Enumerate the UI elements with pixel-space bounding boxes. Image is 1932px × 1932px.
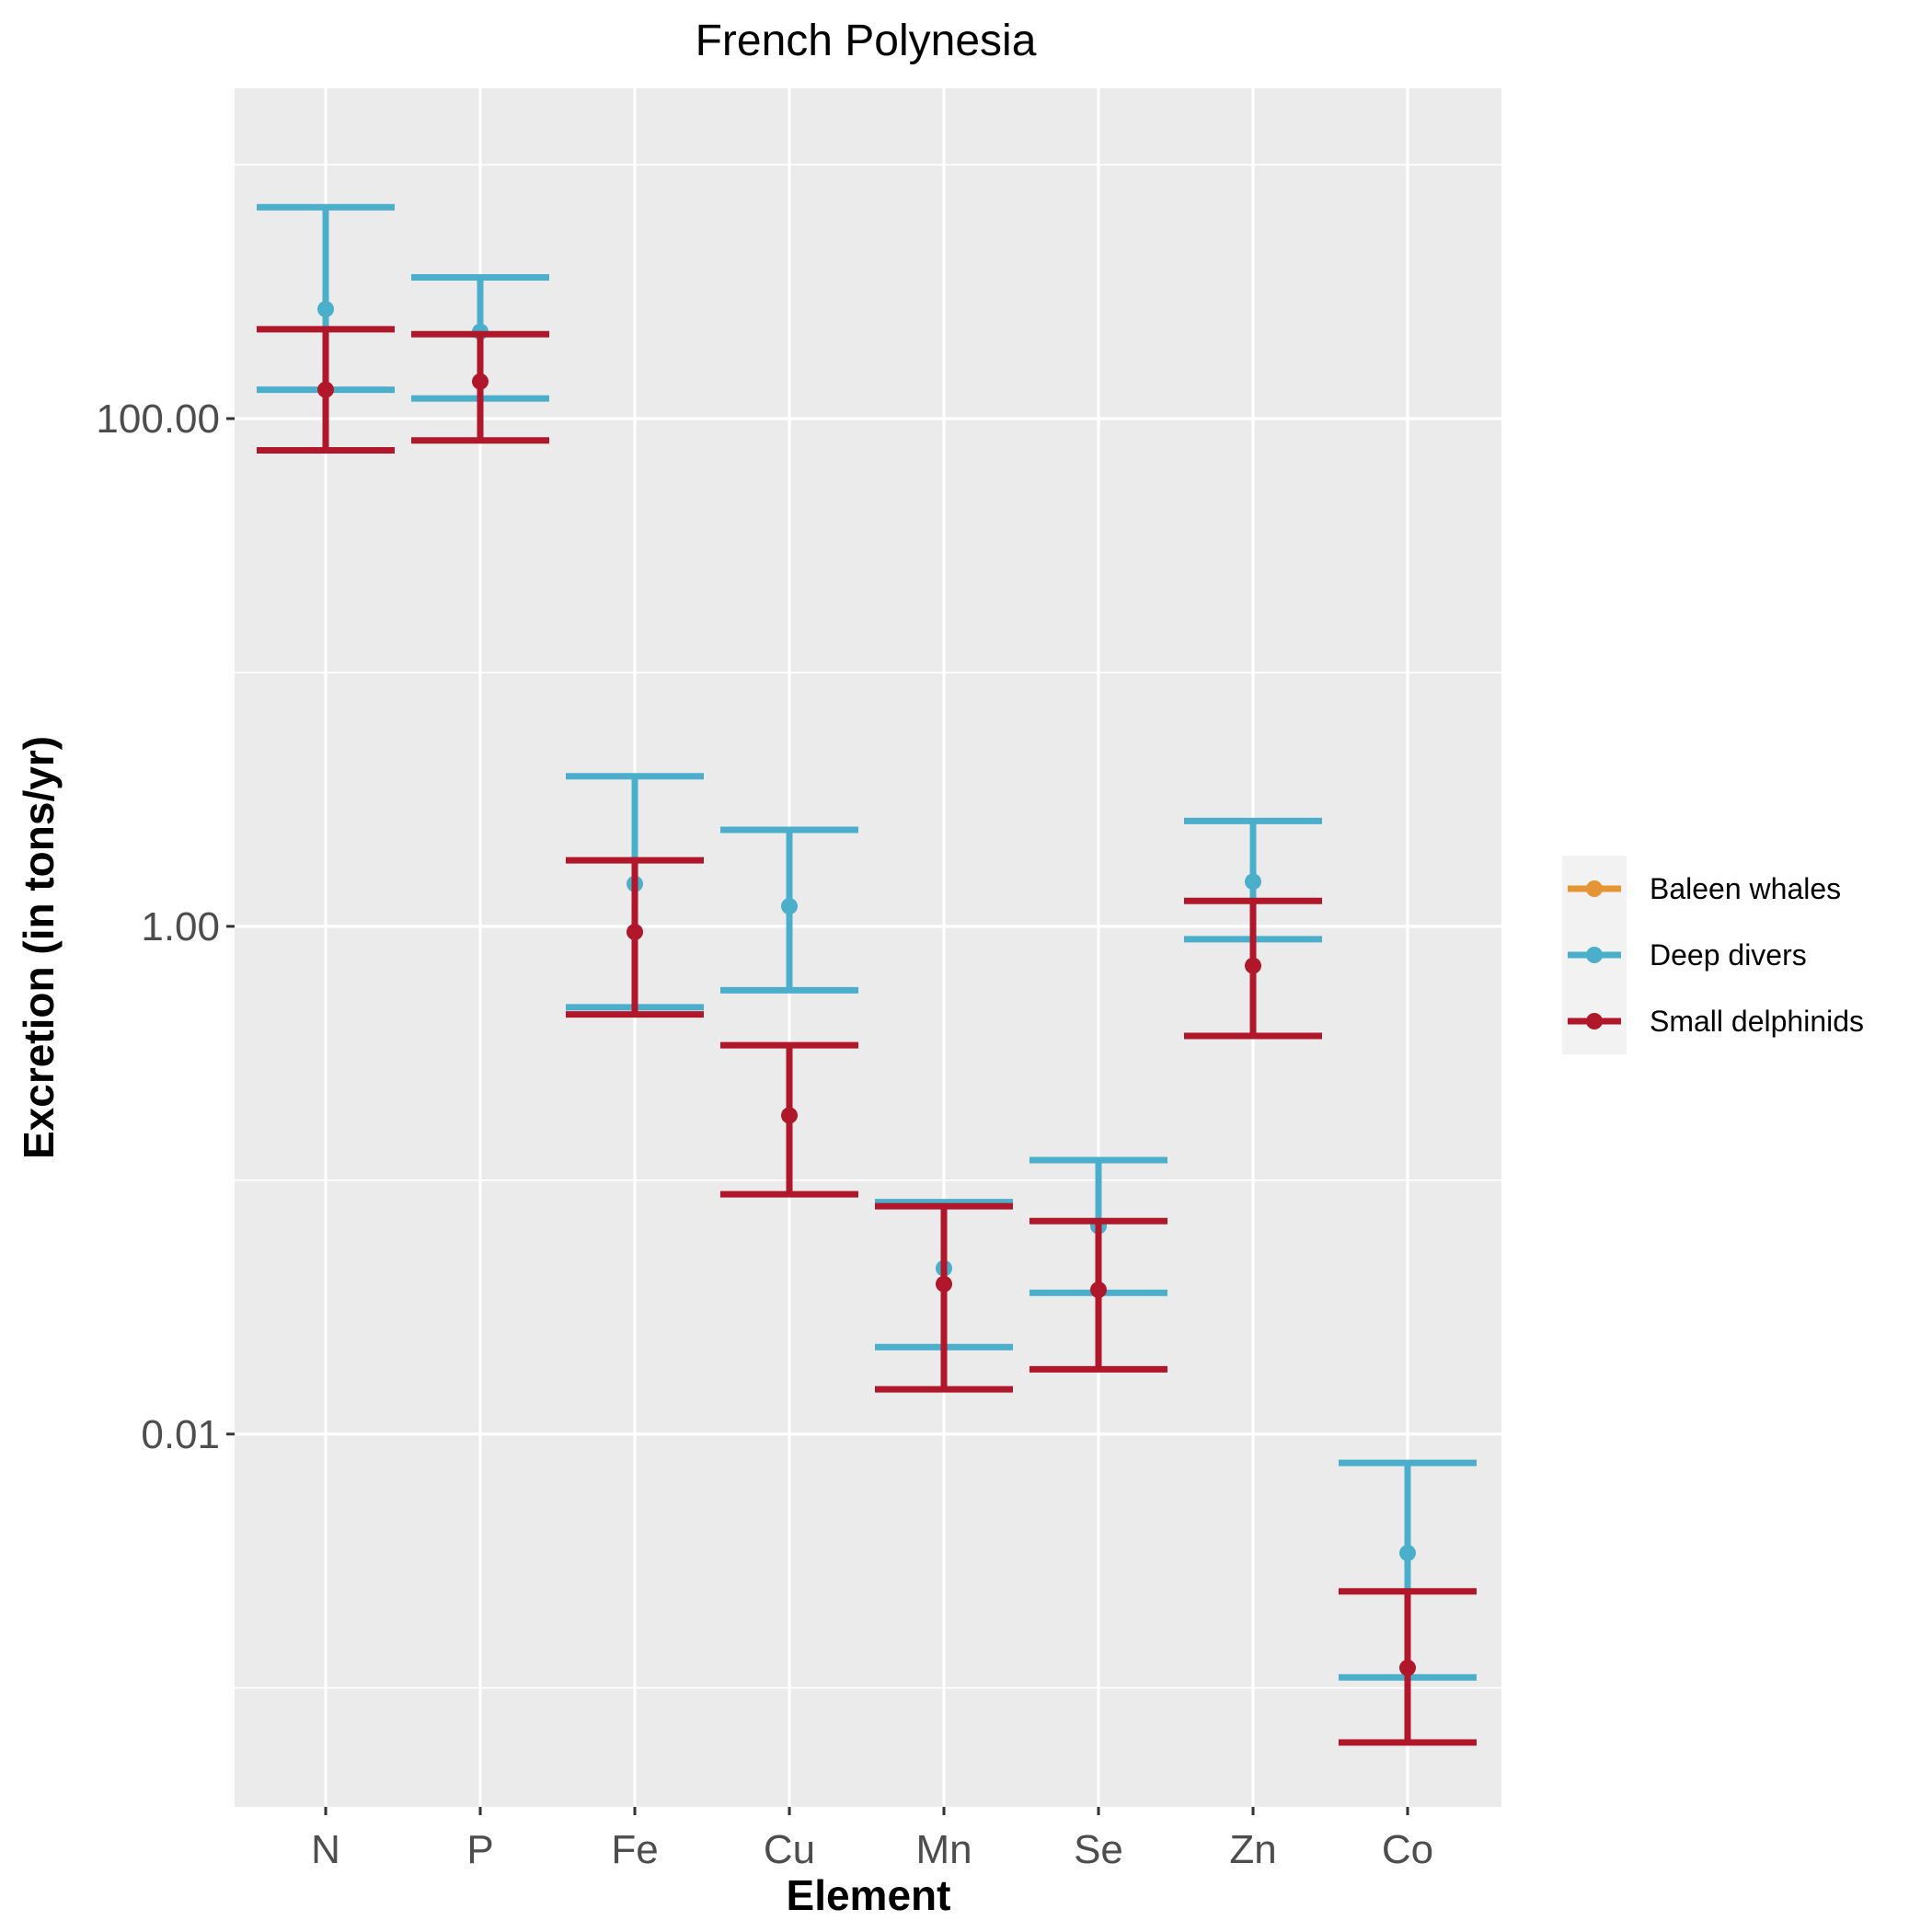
legend: Baleen whales Deep divers Small delphinids xyxy=(1562,856,1864,1054)
x-tick-label: N xyxy=(311,1827,340,1872)
x-tick-label: Co xyxy=(1382,1827,1433,1872)
plot-panel xyxy=(235,88,1501,1807)
x-tick-label: Fe xyxy=(611,1827,658,1872)
data-point xyxy=(472,373,489,390)
legend-label: Deep divers xyxy=(1650,938,1807,972)
data-point xyxy=(1399,1545,1416,1562)
axes: 100.00 1.00 0.01 N P Fe Cu Mn Se Zn Co xyxy=(96,397,1433,1872)
data-point xyxy=(1245,873,1261,891)
y-tick-label: 0.01 xyxy=(141,1412,220,1457)
legend-label: Small delphinids xyxy=(1650,1005,1864,1038)
legend-key-point xyxy=(1586,1013,1603,1029)
y-tick-label: 100.00 xyxy=(96,397,220,442)
series-small-delphinids xyxy=(257,326,1477,1746)
x-tick-label: Cu xyxy=(764,1827,815,1872)
legend-key-point xyxy=(1586,880,1603,897)
y-tick-label: 1.00 xyxy=(141,904,220,949)
data-point xyxy=(317,381,334,398)
legend-key-point xyxy=(1586,947,1603,963)
data-point xyxy=(936,1275,952,1293)
data-point xyxy=(1399,1659,1416,1676)
data-point xyxy=(627,924,643,941)
x-axis-title: Element xyxy=(787,1871,951,1919)
data-point xyxy=(781,898,798,915)
legend-label: Baleen whales xyxy=(1650,872,1841,905)
x-tick-label: P xyxy=(466,1827,493,1872)
x-tick-label: Mn xyxy=(915,1827,972,1872)
data-marks xyxy=(257,203,1477,1746)
chart-title: French Polynesia xyxy=(696,17,1037,65)
data-point xyxy=(317,300,334,317)
y-axis-title: Excretion (in tons/yr) xyxy=(15,736,63,1159)
x-tick-label: Se xyxy=(1074,1827,1123,1872)
x-tick-label: Zn xyxy=(1229,1827,1276,1872)
data-point xyxy=(1245,957,1261,974)
data-point xyxy=(1090,1281,1107,1298)
data-point xyxy=(781,1107,798,1124)
